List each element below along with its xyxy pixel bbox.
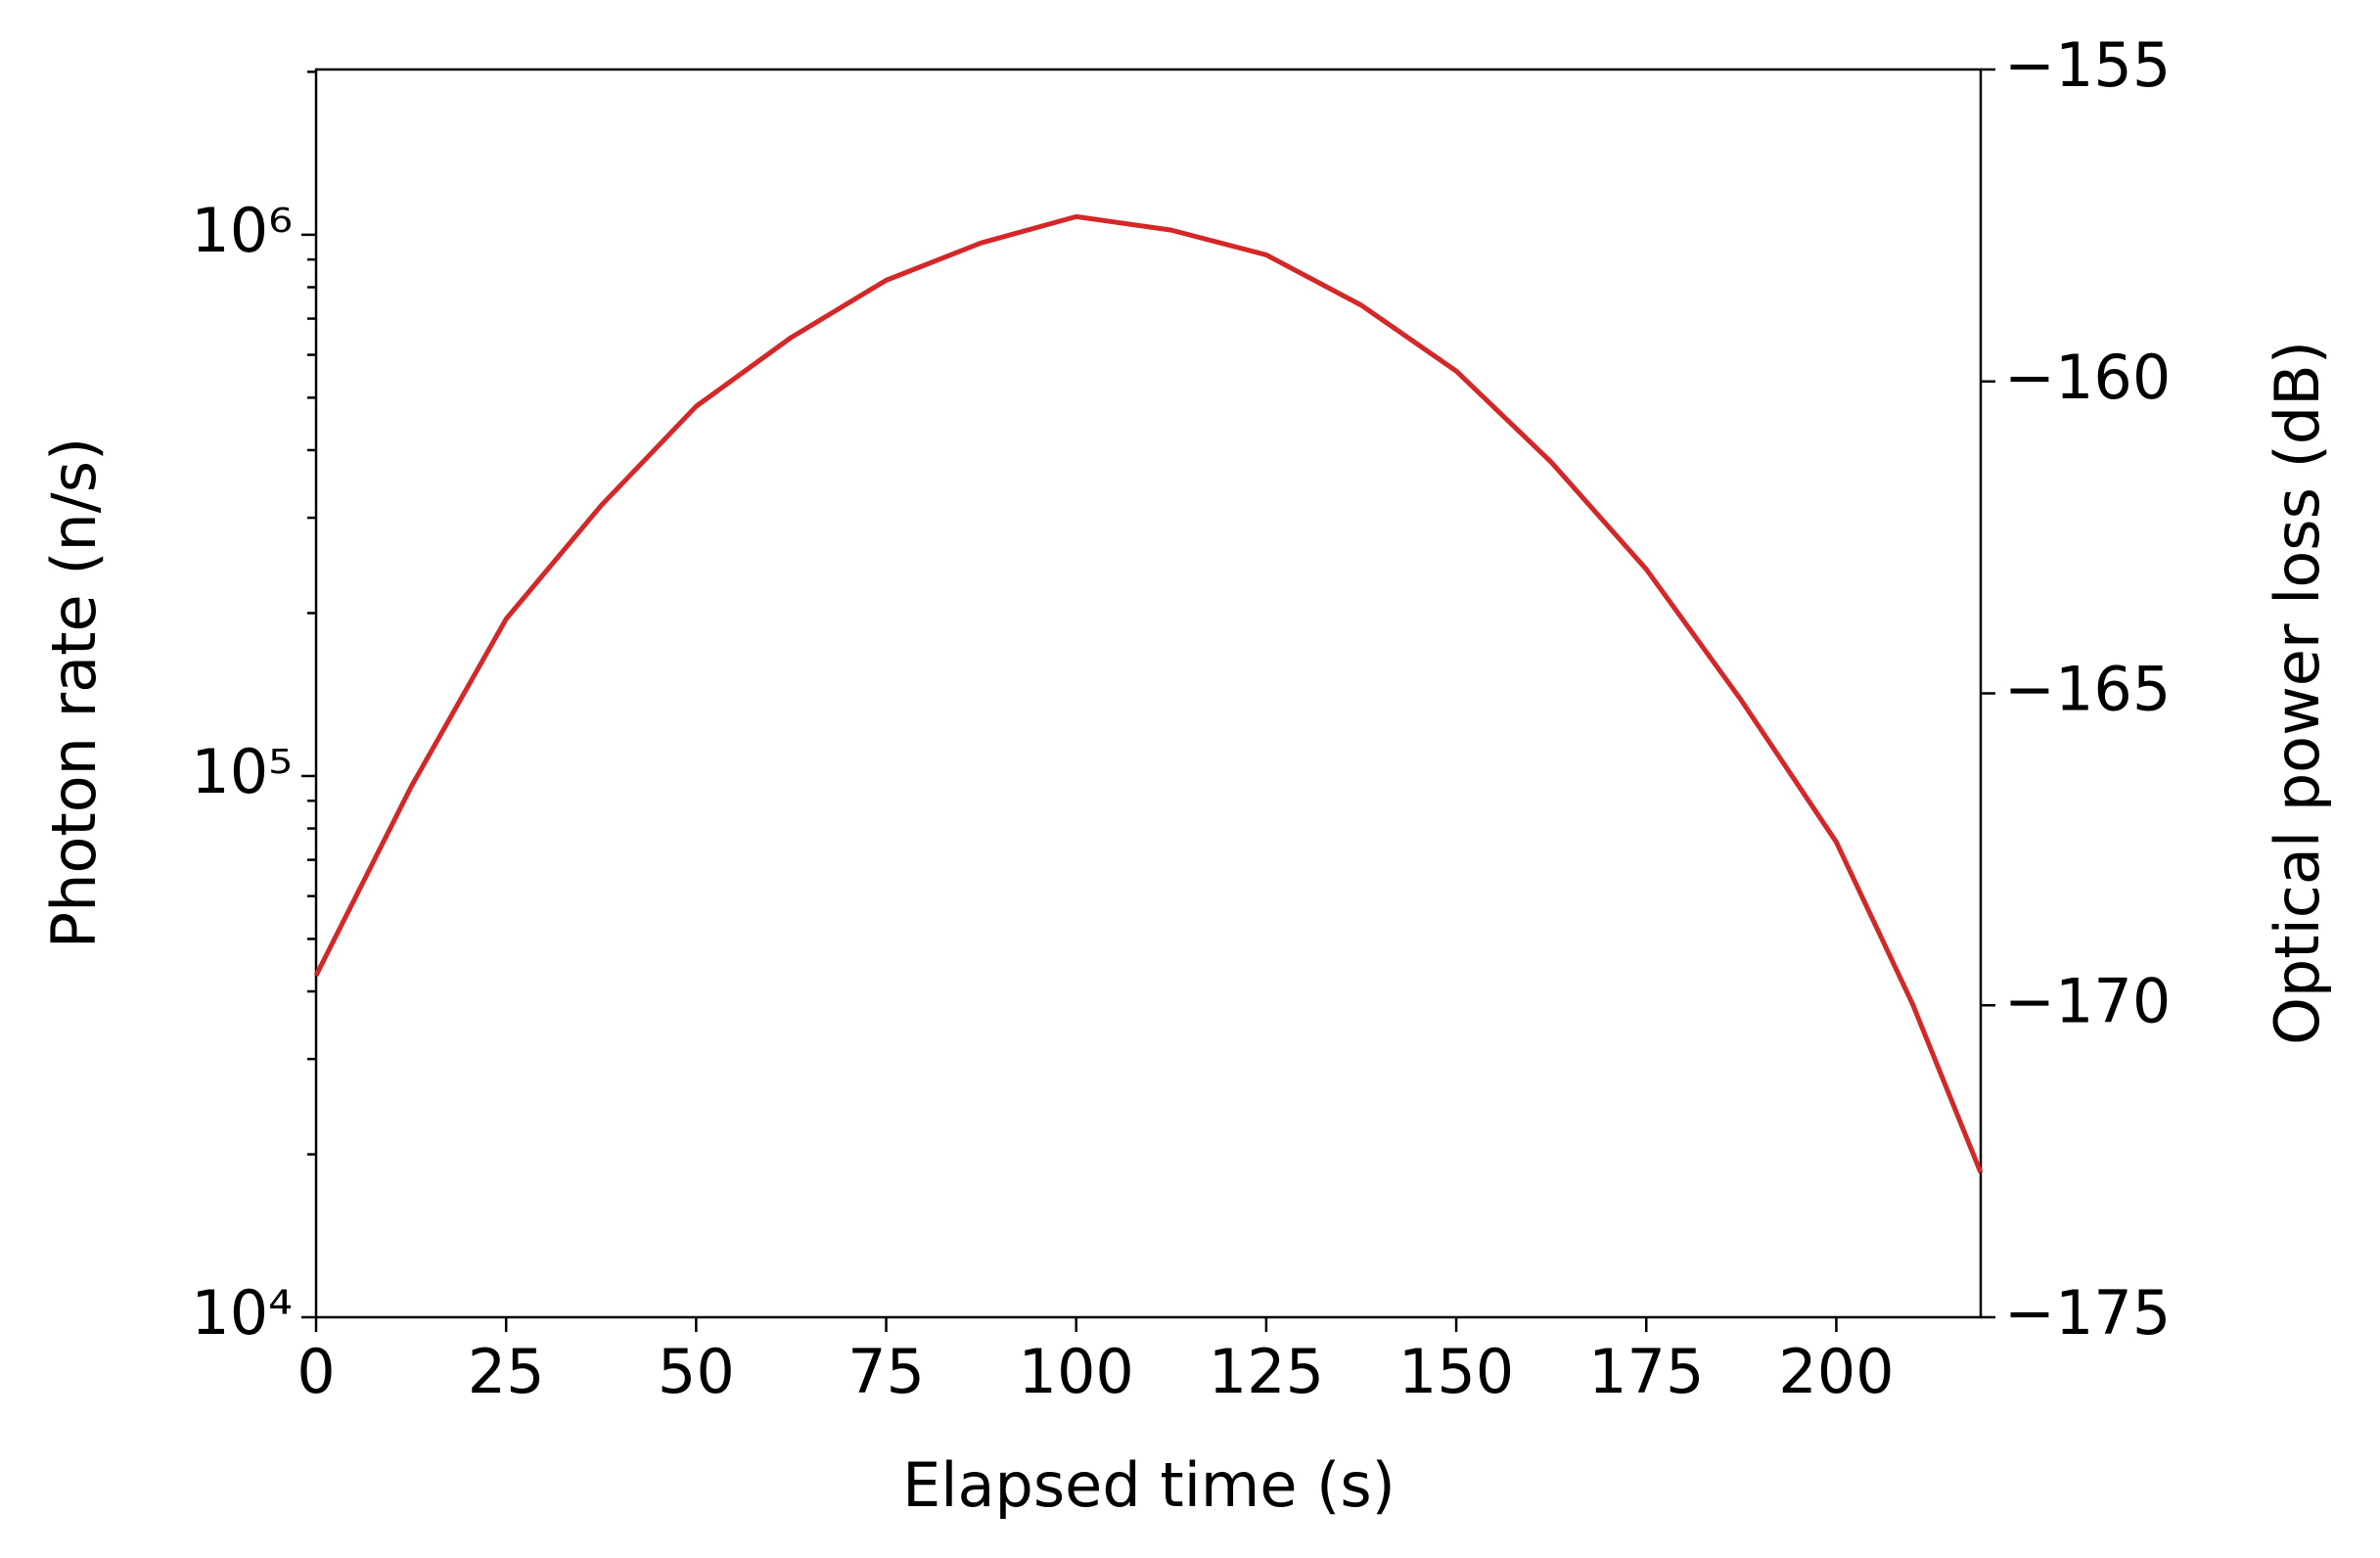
y2-tick-label: −155 [2004,29,2171,101]
y-axis-label: Photon rate (n/s) [38,437,110,948]
x-tick-label: 200 [1778,1336,1894,1407]
y2-axis-label: Optical power loss (dB) [2262,341,2333,1045]
plot-frame [314,68,1983,1319]
y2-tick-label: −160 [2004,342,2171,413]
x-tick-label: 75 [847,1336,925,1407]
y2-tick-label: −175 [2004,1277,2171,1349]
x-tick-label: 50 [658,1336,735,1407]
y-tick-label: 10⁴ [191,1277,293,1349]
x-tick-label: 125 [1209,1336,1324,1407]
x-tick-label: 100 [1019,1336,1134,1407]
data-line [313,213,1984,1174]
y2-tick-label: −170 [2004,965,2171,1036]
y2-tick-label: −165 [2004,654,2171,725]
x-tick-label: 150 [1398,1336,1514,1407]
y-tick-label: 10⁵ [191,736,293,807]
x-tick-label: 0 [297,1336,335,1407]
x-tick-label: 25 [468,1336,545,1407]
x-tick-label: 175 [1588,1336,1704,1407]
y-tick-label: 10⁶ [191,195,293,266]
x-axis-label: Elapsed time (s) [902,1449,1396,1521]
